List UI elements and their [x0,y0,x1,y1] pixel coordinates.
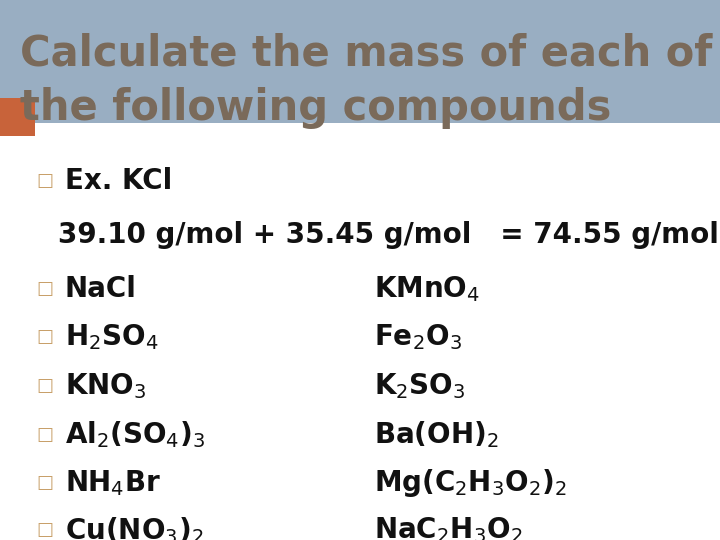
Text: □: □ [36,521,53,539]
Text: KNO$_3$: KNO$_3$ [65,371,146,401]
Text: □: □ [36,474,53,492]
Text: Ex. KCl: Ex. KCl [65,167,172,195]
FancyBboxPatch shape [0,0,720,123]
Text: NaC$_2$H$_3$O$_2$: NaC$_2$H$_3$O$_2$ [374,515,523,540]
Text: Al$_2$(SO$_4$)$_3$: Al$_2$(SO$_4$)$_3$ [65,419,204,450]
Text: □: □ [36,328,53,347]
Text: NH$_4$Br: NH$_4$Br [65,468,161,498]
Text: the following compounds: the following compounds [20,87,611,129]
Text: Mg(C$_2$H$_3$O$_2$)$_2$: Mg(C$_2$H$_3$O$_2$)$_2$ [374,467,567,500]
Text: □: □ [36,280,53,298]
Text: Cu(NO$_3$)$_2$: Cu(NO$_3$)$_2$ [65,515,203,540]
Text: K$_2$SO$_3$: K$_2$SO$_3$ [374,371,466,401]
Text: Calculate the mass of each of: Calculate the mass of each of [20,33,713,75]
Text: H$_2$SO$_4$: H$_2$SO$_4$ [65,322,158,353]
Text: NaCl: NaCl [65,275,137,303]
Text: □: □ [36,172,53,190]
Text: KMnO$_4$: KMnO$_4$ [374,274,480,304]
Text: □: □ [36,426,53,444]
Text: Ba(OH)$_2$: Ba(OH)$_2$ [374,419,499,450]
Text: 39.10 g/mol + 35.45 g/mol   = 74.55 g/mol: 39.10 g/mol + 35.45 g/mol = 74.55 g/mol [58,221,719,249]
Text: Fe$_2$O$_3$: Fe$_2$O$_3$ [374,322,462,353]
Text: □: □ [36,377,53,395]
FancyBboxPatch shape [0,98,35,136]
